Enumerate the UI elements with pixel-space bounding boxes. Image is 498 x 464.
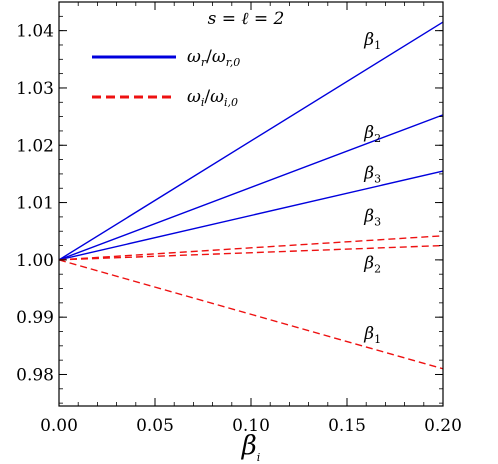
x-tick-label: 0.05 xyxy=(136,416,174,436)
series-line-real-3 xyxy=(58,170,444,261)
series-label-imag-1: β1 xyxy=(363,324,381,346)
y-tick-label: 1.02 xyxy=(16,136,54,156)
x-tick-label: 0.00 xyxy=(40,416,78,436)
series-label-real-3: β3 xyxy=(363,163,381,185)
legend-label-r: ωr/ωr,0 xyxy=(187,47,240,69)
plot-frame xyxy=(58,1,444,407)
series-label-real-2: β2 xyxy=(363,123,381,145)
series-label-imag-3: β3 xyxy=(363,206,381,228)
y-tick-label: 1.01 xyxy=(16,194,54,214)
series-label-layer: β1 β2 β3 β3 β2 β1 xyxy=(363,30,381,346)
chart-title: s = ℓ = 2 xyxy=(208,9,285,29)
y-tick-label: 1.04 xyxy=(16,22,54,42)
series-line-real-2 xyxy=(58,114,444,261)
x-tick-label: 0.15 xyxy=(328,416,366,436)
series-label-real-1: β1 xyxy=(363,30,381,52)
x-tick-label: 0.20 xyxy=(424,416,462,436)
series-line-imag-1 xyxy=(58,259,444,370)
x-axis-label: βi xyxy=(241,431,261,464)
series-line-imag-3 xyxy=(58,235,444,261)
y-tick-label: 0.98 xyxy=(16,365,54,385)
y-tick-label: 1.03 xyxy=(16,79,54,99)
legend: ωr/ωr,0 ωi/ωi,0 xyxy=(92,47,240,109)
series-line-real-1 xyxy=(58,21,444,261)
legend-label-i: ωi/ωi,0 xyxy=(187,87,238,109)
series-line-imag-2 xyxy=(58,244,444,261)
tick-layer: 0.00 0.05 0.10 0.15 0.20 0.98 0.99 1.00 1.01 1.02… xyxy=(16,1,462,436)
x-axis-label-base: β xyxy=(241,431,257,461)
series-label-imag-2: β2 xyxy=(363,253,381,275)
series-layer xyxy=(58,21,444,370)
y-tick-label: 0.99 xyxy=(16,308,54,328)
x-tick-label: 0.10 xyxy=(232,416,270,436)
y-tick-label: 1.00 xyxy=(16,251,54,271)
x-axis-label-sub: i xyxy=(257,451,261,464)
